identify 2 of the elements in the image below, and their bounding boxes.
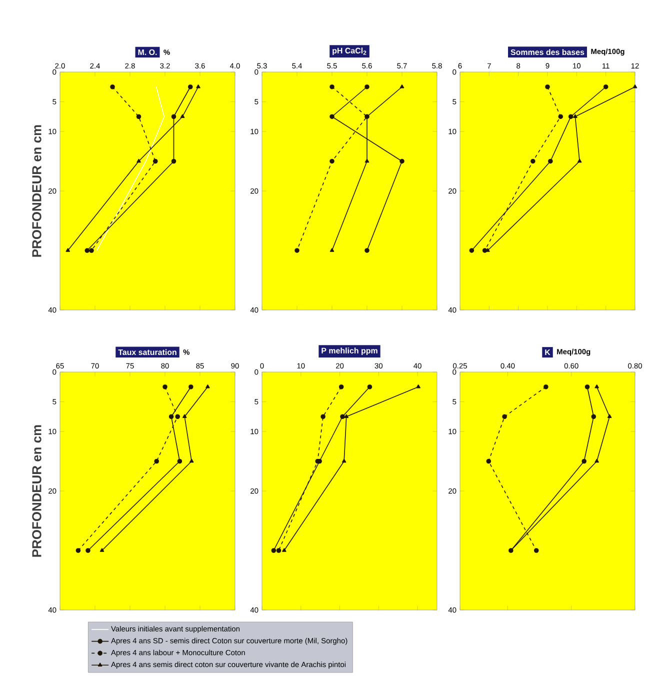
y-axis-title: PROFONDEUR en cm	[32, 425, 42, 557]
y-axis-title: PROFONDEUR en cm	[32, 125, 42, 257]
